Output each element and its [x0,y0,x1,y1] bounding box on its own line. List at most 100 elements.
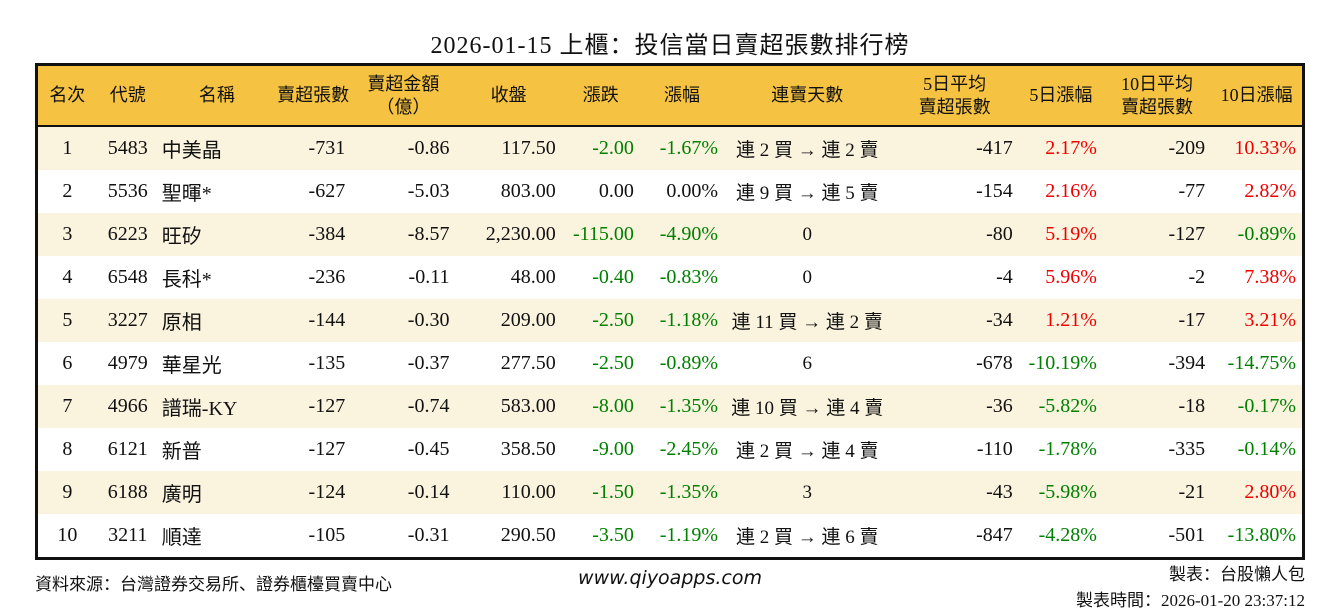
cell-streak: 連 10 買 → 連 4 賣 [731,398,884,419]
cell-sell-amount: -0.14 [407,481,450,503]
cell-pct10: -0.14% [1237,438,1296,460]
cell-name: 新普 [161,441,202,463]
footer-website: www.qiyoapps.com [578,567,762,589]
cell-name: 譜瑞-KY [161,398,238,420]
cell-change-pct: -0.89% [659,352,719,374]
cell-rank: 9 [62,481,73,503]
cell-avg5: -154 [976,180,1013,202]
cell-avg10: -335 [1168,438,1206,460]
cell-pct10: 2.82% [1244,180,1296,202]
cell-pct5: 1.21% [1045,309,1097,331]
cell-streak: 6 [802,352,813,374]
cell-sell-amount: -8.57 [407,223,450,245]
cell-change: -0.40 [592,266,634,288]
page-title: 2026-01-15 上櫃：投信當日賣超張數排行榜 [430,33,910,59]
column-header-pct5: 5日漲幅 [1018,64,1103,127]
footer-generated-time: 製表時間：2026-01-20 23:37:12 [1075,591,1305,610]
cell-avg10: -21 [1178,481,1206,503]
cell-rank: 5 [62,309,73,331]
table-row: 1 5483 中美晶 -731 -0.86 117.50 -2.00 -1.67… [36,126,1304,170]
cell-change-pct: 0.00% [666,180,719,202]
cell-sell-amount: -0.74 [407,395,450,417]
cell-avg10: -209 [1168,137,1206,159]
cell-code: 3211 [108,524,148,546]
cell-rank: 2 [62,180,73,202]
table-row: 7 4966 譜瑞-KY -127 -0.74 583.00 -8.00 -1.… [36,385,1304,428]
cell-name: 原相 [161,312,202,334]
cell-sell-amount: -0.37 [407,352,450,374]
table-row: 5 3227 原相 -144 -0.30 209.00 -2.50 -1.18%… [36,299,1304,342]
table-row: 2 5536 聖暉* -627 -5.03 803.00 0.00 0.00% … [36,170,1304,213]
cell-code: 6121 [107,438,148,460]
cell-sell-volume: -236 [308,266,346,288]
column-header-rank: 名次 [36,64,97,127]
cell-sell-amount: -0.86 [407,137,450,159]
column-header-streak: 連賣天數 [724,64,891,127]
cell-pct5: -5.82% [1038,395,1097,417]
table-row: 6 4979 華星光 -135 -0.37 277.50 -2.50 -0.89… [36,342,1304,385]
cell-avg5: -417 [976,137,1013,159]
cell-close: 2,230.00 [485,223,556,245]
cell-code: 3227 [107,309,148,331]
cell-sell-volume: -135 [308,352,346,374]
cell-sell-volume: -144 [308,309,346,331]
cell-change-pct: -1.67% [659,137,719,159]
footer-author: 製表：台股懶人包 [1169,565,1305,584]
cell-code: 6223 [107,223,148,245]
cell-name: 長科* [161,269,212,291]
cell-pct5: 2.17% [1045,137,1097,159]
cell-change: -2.00 [592,137,634,159]
cell-pct5: 2.16% [1045,180,1097,202]
cell-rank: 8 [62,438,73,460]
cell-close: 209.00 [500,309,556,331]
cell-pct5: -1.78% [1038,438,1097,460]
cell-close: 277.50 [500,352,556,374]
cell-close: 583.00 [500,395,556,417]
cell-rank: 10 [57,524,78,546]
cell-rank: 3 [62,223,73,245]
cell-change-pct: -4.90% [659,223,719,245]
cell-avg5: -80 [986,223,1013,245]
cell-rank: 4 [62,266,73,288]
column-header-close: 收盤 [455,64,562,127]
cell-code: 5536 [107,180,148,202]
cell-streak: 連 2 買 → 連 2 賣 [736,140,879,161]
column-header-pct10: 10日漲幅 [1211,64,1304,127]
cell-avg10: -394 [1168,352,1206,374]
cell-streak: 0 [802,223,813,245]
cell-change-pct: -1.18% [659,309,719,331]
cell-code: 6188 [107,481,148,503]
cell-name: 中美晶 [161,140,222,162]
cell-streak: 連 2 買 → 連 6 賣 [736,527,879,548]
column-header-sell-volume: 賣超張數 [275,64,352,127]
cell-change: -8.00 [592,395,634,417]
cell-avg5: -34 [986,309,1013,331]
cell-name: 順達 [161,527,202,549]
cell-close: 290.50 [500,524,556,546]
cell-avg5: -4 [996,266,1013,288]
cell-avg5: -110 [976,438,1013,460]
cell-pct10: -0.89% [1237,223,1296,245]
cell-change-pct: -2.45% [659,438,719,460]
cell-change: -2.50 [592,309,634,331]
cell-code: 4979 [107,352,148,374]
cell-streak: 3 [802,481,813,503]
cell-sell-amount: -0.31 [407,524,450,546]
table-row: 3 6223 旺矽 -384 -8.57 2,230.00 -115.00 -4… [36,213,1304,256]
cell-avg10: -127 [1168,223,1206,245]
cell-pct5: 5.96% [1045,266,1097,288]
cell-code: 6548 [107,266,148,288]
ranking-table: 名次 代號 名稱 賣超張數 賣超金額 （億） 收盤 漲跌 漲幅 連賣天數 5日平… [35,63,1305,560]
cell-avg5: -847 [976,524,1013,546]
cell-pct5: -5.98% [1038,481,1097,503]
column-header-code: 代號 [96,64,159,127]
cell-name: 旺矽 [161,226,202,248]
cell-streak: 連 11 買 → 連 2 賣 [731,312,883,333]
cell-close: 110.00 [501,481,556,503]
cell-sell-volume: -105 [308,524,346,546]
column-header-avg10: 10日平均 賣超張數 [1102,64,1212,127]
cell-change-pct: -1.19% [659,524,719,546]
cell-change-pct: -1.35% [659,481,719,503]
footer-data-source: 資料來源：台灣證券交易所、證券櫃檯買賣中心 [35,575,392,594]
cell-sell-amount: -0.45 [407,438,450,460]
